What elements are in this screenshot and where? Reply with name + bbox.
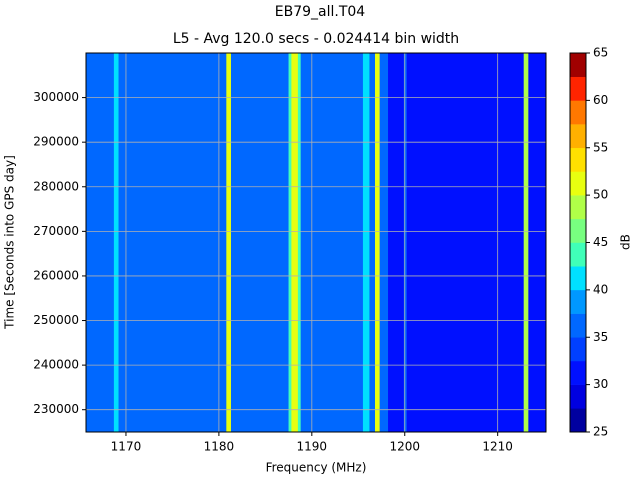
colorbar-tick-label: 25 (593, 425, 608, 439)
heatmap-cell (379, 53, 389, 432)
heatmap-cell (369, 53, 376, 432)
y-tick-label: 230000 (33, 402, 79, 416)
colorbar-band (570, 124, 586, 149)
heatmap-cell (375, 53, 380, 432)
chart-title: EB79_all.T04 (275, 4, 366, 20)
colorbar-tick-label: 40 (593, 282, 608, 296)
x-tick-label: 1190 (297, 440, 328, 454)
colorbar-band (570, 266, 586, 291)
heatmap-cell (403, 53, 407, 432)
heatmap-cell (113, 53, 119, 432)
y-tick-label: 300000 (33, 90, 79, 104)
y-tick-label: 280000 (33, 179, 79, 193)
colorbar-tick-label: 65 (593, 46, 608, 60)
colorbar-band (570, 195, 586, 220)
colorbar-band (570, 171, 586, 196)
colorbar-band (570, 337, 586, 362)
x-tick-label: 1170 (111, 440, 142, 454)
y-axis-label: Time [Seconds into GPS day] (3, 155, 17, 330)
y-tick-label: 240000 (33, 358, 79, 372)
colorbar-band (570, 218, 586, 243)
chart-subtitle: L5 - Avg 120.0 secs - 0.024414 bin width (173, 31, 459, 47)
colorbar-band (570, 76, 586, 101)
heatmap-cell (297, 53, 301, 432)
colorbar-tick-label: 35 (593, 330, 608, 344)
colorbar-label: dB (619, 234, 633, 250)
colorbar-tick-label: 55 (593, 140, 608, 154)
colorbar-band (570, 100, 586, 125)
x-axis-label: Frequency (MHz) (266, 461, 367, 475)
heatmap-cell (300, 53, 364, 432)
colorbar-band (570, 289, 586, 314)
colorbar-band (570, 53, 586, 77)
y-tick-label: 260000 (33, 268, 79, 282)
colorbar-tick-label: 60 (593, 93, 608, 107)
y-tick-label: 270000 (33, 224, 79, 238)
colorbar-band (570, 242, 586, 267)
x-tick-label: 1200 (389, 440, 420, 454)
heatmap-cell (230, 53, 289, 432)
heatmap-cell (288, 53, 292, 432)
plot-frame (85, 52, 547, 433)
x-tick-label: 1210 (482, 440, 513, 454)
colorbar-band (570, 360, 586, 385)
colorbar-tick-label: 45 (593, 235, 608, 249)
y-tick-label: 290000 (33, 135, 79, 149)
heatmap-cell (523, 53, 529, 432)
heatmap-cell (86, 53, 115, 432)
colorbar-band (570, 408, 586, 433)
colorbar-band (570, 384, 586, 409)
heatmap-cell (406, 53, 524, 432)
heatmap-cell (118, 53, 227, 432)
colorbar-band (570, 313, 586, 338)
heatmap-cell (362, 53, 370, 432)
heatmap-cell (226, 53, 232, 432)
heatmap-cell (528, 53, 547, 432)
colorbar-tick-label: 50 (593, 188, 608, 202)
colorbar-tick-label: 30 (593, 377, 608, 391)
heatmap-cell (291, 53, 299, 432)
colorbar-band (570, 147, 586, 172)
heatmap-cell (388, 53, 405, 432)
x-tick-label: 1180 (204, 440, 235, 454)
y-tick-label: 250000 (33, 313, 79, 327)
